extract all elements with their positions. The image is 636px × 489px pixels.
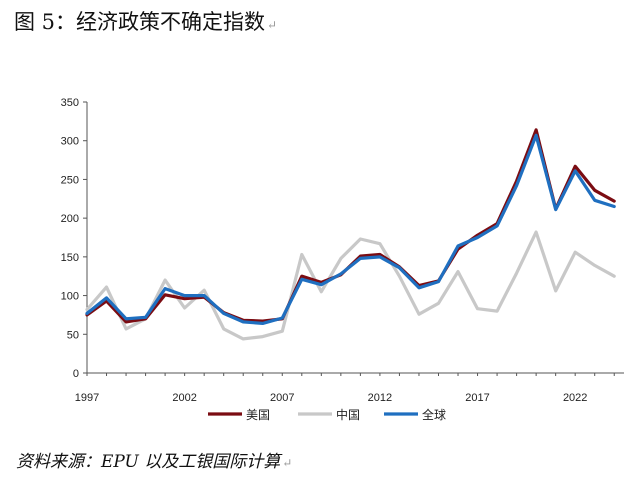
x-tick-label: 1997	[75, 392, 99, 404]
legend-label: 中国	[336, 407, 360, 422]
source-note: 资料来源：EPU 以及工银国际计算 ↵	[16, 447, 292, 472]
legend-label: 美国	[246, 408, 270, 422]
page-title-text: 图 5：经济政策不确定指数	[14, 10, 266, 34]
paragraph-mark-icon: ↵	[267, 18, 278, 32]
y-tick-label: 100	[61, 291, 79, 303]
y-tick-label: 50	[67, 329, 79, 341]
x-tick-label: 2012	[368, 392, 392, 404]
y-tick-label: 200	[61, 213, 79, 225]
x-tick-label: 2007	[270, 392, 294, 404]
paragraph-mark-icon: ↵	[282, 456, 293, 470]
y-tick-label: 150	[61, 252, 79, 264]
legend-label: 全球	[422, 407, 446, 422]
line-chart: 0 50 100 150 200 250 300 350 1997 2002 2007 2012 201…	[61, 97, 624, 422]
y-tick-label: 350	[61, 97, 79, 109]
y-tick-label: 250	[61, 174, 79, 186]
series-line-china	[85, 230, 616, 341]
x-tick-label: 2017	[465, 392, 489, 404]
page-title: 图 5：经济政策不确定指数 ↵	[14, 6, 277, 36]
source-note-text: 资料来源：EPU 以及工银国际计算	[16, 452, 281, 472]
x-tick-label: 2002	[172, 392, 196, 404]
series-line-us	[85, 128, 616, 324]
x-tick-label: 2022	[563, 392, 587, 404]
series-line-global	[85, 133, 616, 325]
y-tick-label: 0	[73, 368, 79, 380]
y-tick-label: 300	[61, 136, 79, 148]
